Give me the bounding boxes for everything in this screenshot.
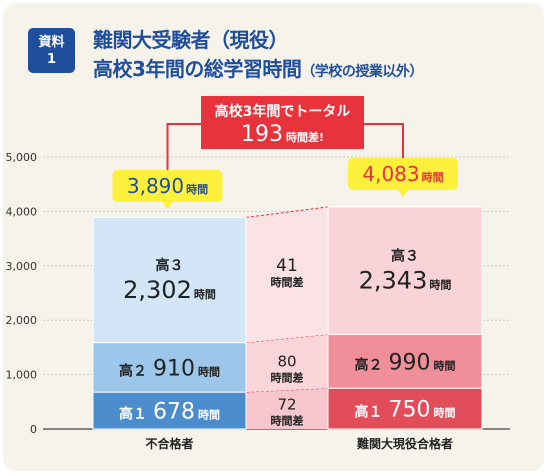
total-callout-box [348,158,458,190]
y-tick-label: 2,000 [6,314,38,327]
total-difference-callout [201,96,364,149]
y-tick-label: 4,000 [6,205,38,218]
total-callout-box [112,170,223,202]
x-category-label-part: 難関大現役合格者 [357,436,453,451]
difference-connector [246,388,328,429]
segment-value-label: 高２ 910 時間 [119,356,220,381]
segment-value-label-part: 高２ [355,356,383,373]
difference-unit: 時間差 [271,414,304,428]
difference-value: 72 [277,396,296,414]
segment-value-label: 2,343 時間 [359,267,452,295]
segment-series-label-part: 高３ [391,248,419,265]
bar-segment [92,216,247,344]
segment-value-label-part: 高１ [355,404,383,421]
segment-value-label-part: 678 [153,400,195,425]
difference-value-part: 80 [277,352,296,370]
segment-value-label-part: 時間 [194,287,216,301]
total-callout-pointer [398,190,408,197]
segment-value-label-part: 910 [153,356,195,381]
segment-value-label-part: 時間 [429,278,451,292]
callout-total-difference-part: 時間差! [286,130,324,144]
bar-segment [327,387,483,430]
difference-unit-part: 時間差 [271,275,304,289]
bar-segment [327,333,483,389]
segment-series-label: 高３ [391,248,419,265]
connector-dashed-line [245,206,329,218]
y-tick-label: 1,000 [6,369,38,382]
y-tick-label: 3,000 [6,260,38,273]
difference-value-part: 72 [277,396,296,414]
chart-title-main: 高校3年間の総学習時間 [93,57,302,81]
segment-value-label-part: 高１ [119,406,147,423]
difference-unit: 時間差 [271,275,304,289]
total-value-label-part: 3,890 [127,174,184,198]
bar-segment [327,206,483,335]
x-category-label: 難関大現役合格者 [357,436,453,451]
segment-value-label-part: 高２ [119,362,147,379]
total-value-label-part: 時間 [422,170,444,184]
total-callout-pointer [162,202,173,209]
callout-bracket-left [166,123,201,170]
segment-value-label: 2,302 時間 [123,276,216,304]
callout-bracket-right [364,123,404,158]
chart-title-line2: 高校3年間の総学習時間（学校の授業以外） [93,53,423,82]
y-tick-label: 0 [30,423,37,436]
x-category-label: 不合格者 [145,436,193,451]
total-value-label: 4,083 時間 [362,162,443,186]
segment-value-label-part: 990 [389,350,431,375]
total-value-label-part: 4,083 [362,162,419,186]
bar-segment [92,391,247,430]
segment-value-label-part: 時間 [198,364,220,378]
callout-line1: 高校3年間でトータル [215,103,351,120]
segment-value-label: 高１ 678 時間 [119,400,220,425]
segment-value-label-part: 時間 [434,406,456,420]
figure-badge: 資料 1 [28,28,75,73]
x-category-label-part: 不合格者 [145,436,193,451]
difference-value: 80 [277,352,296,370]
difference-connector [246,334,328,393]
difference-connector [246,206,328,343]
segment-value-label-part: 2,302 [123,276,192,304]
callout-line1-part: 高校3年間でトータル [215,103,351,120]
callout-total-difference: 193 時間差! [241,122,324,147]
chart-title-sub: （学校の授業以外） [301,64,423,80]
difference-value-part: 41 [276,256,298,276]
total-value-label: 3,890 時間 [127,174,208,198]
difference-unit-part: 時間差 [271,370,304,384]
segment-value-label-part: 時間 [434,358,456,372]
badge-label: 資料 [38,34,65,50]
y-tick-label: 5,000 [6,151,38,164]
segment-value-label-part: 時間 [198,408,220,422]
difference-value: 41 [276,256,298,276]
segment-series-label: 高３ [156,257,184,274]
callout-total-difference-part: 193 [241,122,283,147]
total-value-label-part: 時間 [186,182,208,196]
chart-title-line1: 難関大受験者（現役） [93,28,289,52]
difference-unit: 時間差 [271,370,304,384]
segment-value-label-part: 2,343 [359,267,428,295]
segment-series-label-part: 高３ [156,257,184,274]
segment-value-label: 高１ 750 時間 [355,398,456,423]
segment-value-label-part: 750 [389,398,431,423]
bar-segment [92,342,247,393]
difference-unit-part: 時間差 [271,414,304,428]
segment-value-label: 高２ 990 時間 [355,350,456,375]
badge-number: 1 [46,51,57,67]
